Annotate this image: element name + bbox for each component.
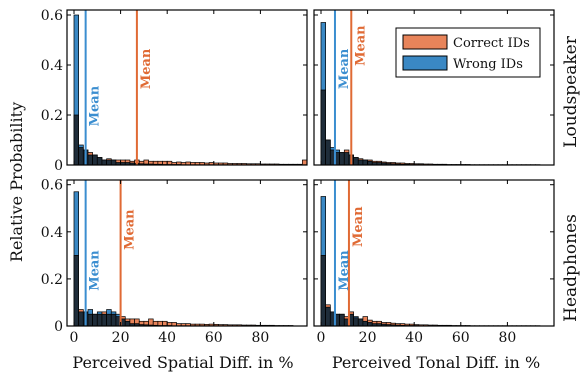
y-tick-label: 0.6 <box>41 8 63 24</box>
bar-overlap-0 <box>320 89 327 166</box>
legend-label-correct: Correct IDs <box>453 36 530 51</box>
mean-label-wrong: Mean <box>88 250 103 291</box>
legend-swatch-wrong <box>402 55 448 71</box>
bar-overlap-0 <box>320 255 327 327</box>
bar-overlap-3 <box>87 154 93 166</box>
bar-overlap-7 <box>353 157 359 166</box>
bar-overlap-5 <box>343 152 350 166</box>
y-tick-label: 0 <box>54 158 63 174</box>
bar-overlap-9 <box>362 159 368 166</box>
row-label-headphones: Headphones <box>561 214 581 322</box>
bar-overlap-1 <box>325 306 331 327</box>
x-axis-label-tonal: Perceived Tonal Diff. in % <box>332 353 540 372</box>
mean-label-wrong: Mean <box>337 48 352 89</box>
bar-overlap-7 <box>106 159 112 166</box>
y-axis-label: Relative Probability <box>7 102 26 262</box>
legend-swatch-correct <box>402 34 448 50</box>
bar-overlap-4 <box>92 154 98 166</box>
x-tick-label: 40 <box>158 330 176 346</box>
y-tick-label: 0 <box>54 319 63 335</box>
bar-overlap-7 <box>353 317 359 327</box>
bar-overlap-3 <box>87 313 93 327</box>
panel-headphones-spatial: Mean Mean 0 0.2 0.4 0.6 0 20 40 60 80 <box>41 178 308 346</box>
x-tick-label: 20 <box>359 330 377 346</box>
bar-overlap-9 <box>362 320 368 327</box>
y-tick-label: 0.4 <box>41 225 63 241</box>
bar-overlap-5 <box>96 313 103 327</box>
bar-correct-49 <box>301 159 308 166</box>
bar-overlap-8 <box>110 159 117 166</box>
bar-overlap-1 <box>325 139 331 166</box>
axes-frame <box>313 179 555 327</box>
bar-overlap-4 <box>92 313 98 327</box>
bar-overlap-1 <box>78 311 84 327</box>
x-tick-label: 60 <box>452 330 470 346</box>
mean-label-wrong: Mean <box>88 85 103 126</box>
legend: Correct IDs Wrong IDs <box>395 27 541 78</box>
axes-frame <box>66 9 308 166</box>
bar-overlap-8 <box>357 318 364 327</box>
bar-overlap-6 <box>101 159 107 166</box>
bar-overlap-0 <box>73 114 80 166</box>
bar-overlap-5 <box>96 157 103 166</box>
mean-label-correct: Mean <box>139 48 154 89</box>
bar-overlap-0 <box>73 255 80 327</box>
axes-frame <box>66 179 308 327</box>
row-label-loudspeaker: Loudspeaker <box>561 35 581 148</box>
bar-overlap-7 <box>106 313 112 327</box>
bar-overlap-8 <box>110 313 117 327</box>
x-tick-label: 80 <box>251 330 269 346</box>
x-tick-label: 60 <box>205 330 223 346</box>
x-tick-label: 20 <box>112 330 130 346</box>
mean-label-correct: Mean <box>351 206 366 247</box>
mean-label-correct: Mean <box>123 209 138 250</box>
bar-overlap-6 <box>101 313 107 327</box>
bar-overlap-1 <box>78 147 84 166</box>
x-tick-label: 40 <box>405 330 423 346</box>
legend-label-wrong: Wrong IDs <box>453 57 523 72</box>
x-tick-label: 0 <box>317 330 326 346</box>
x-tick-label: 0 <box>70 330 79 346</box>
mean-label-correct: Mean <box>353 25 368 66</box>
bar-overlap-4 <box>339 313 345 327</box>
y-tick-label: 0.2 <box>41 272 63 288</box>
y-tick-label: 0.6 <box>41 178 63 194</box>
bar-overlap-11 <box>124 320 131 327</box>
bar-overlap-4 <box>339 152 345 166</box>
y-tick-label: 0.4 <box>41 58 63 74</box>
axes-frame <box>313 9 555 166</box>
x-axis-label-spatial: Perceived Spatial Diff. in % <box>72 353 293 372</box>
bar-overlap-8 <box>357 159 364 166</box>
x-tick-label: 80 <box>498 330 516 346</box>
panel-loudspeaker-spatial: Mean Mean 0 0.2 0.4 0.6 <box>41 8 308 174</box>
y-tick-label: 0.2 <box>41 108 63 124</box>
